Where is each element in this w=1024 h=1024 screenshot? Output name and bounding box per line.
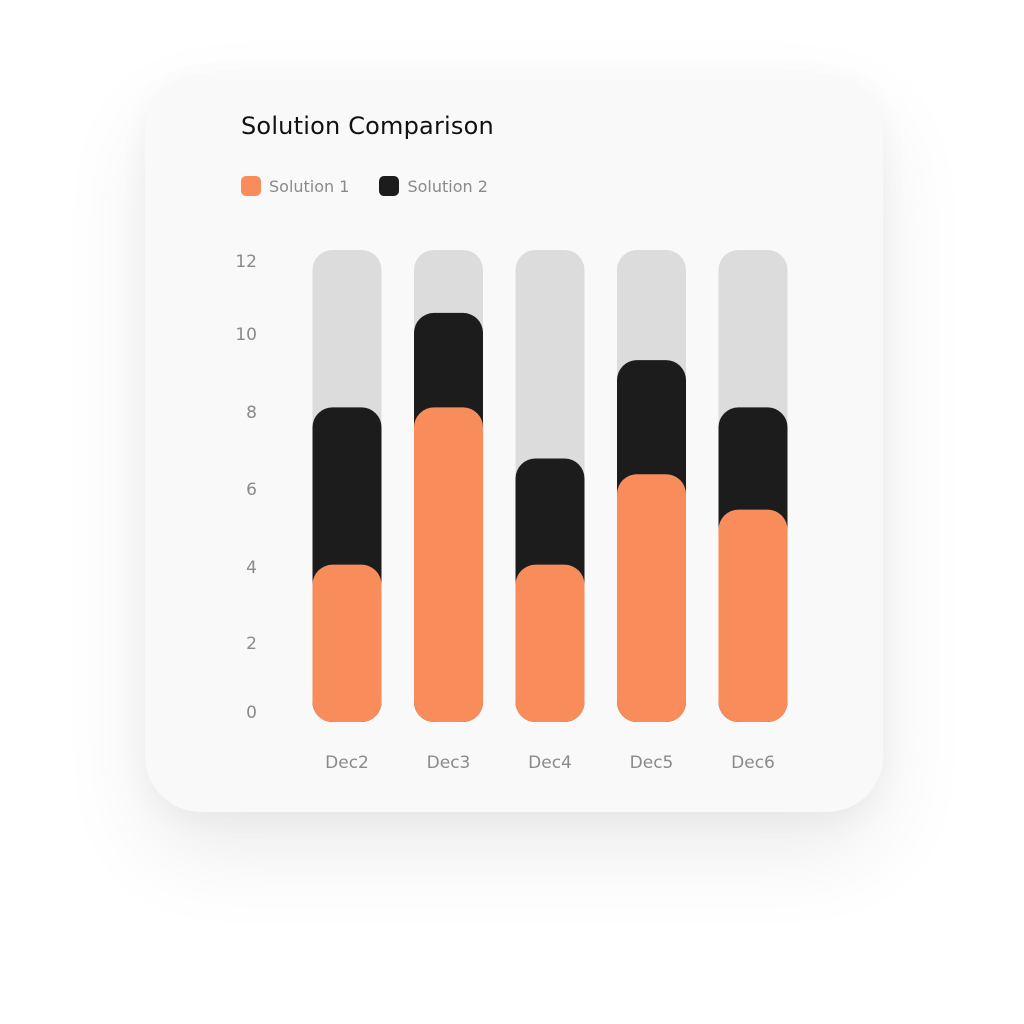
legend-label-solution-1: Solution 1 xyxy=(269,176,350,196)
x-tick-label: Dec6 xyxy=(731,753,775,773)
bar-solution-1 xyxy=(515,564,585,722)
y-tick-label: 0 xyxy=(246,703,257,723)
legend-label-solution-2: Solution 2 xyxy=(407,176,488,196)
legend-item-solution-2: Solution 2 xyxy=(379,176,488,196)
y-tick-label: 12 xyxy=(235,252,257,272)
x-tick-label: Dec5 xyxy=(630,753,674,773)
legend: Solution 1 Solution 2 xyxy=(241,176,488,196)
y-tick-label: 8 xyxy=(246,403,257,423)
x-tick-label: Dec4 xyxy=(528,753,572,773)
chart-card: Solution Comparison Solution 1 Solution … xyxy=(145,74,883,812)
legend-swatch-solution-1 xyxy=(241,176,261,196)
bar-solution-1 xyxy=(718,509,788,722)
x-tick-label: Dec3 xyxy=(427,753,471,773)
legend-item-solution-1: Solution 1 xyxy=(241,176,349,196)
y-tick-label: 2 xyxy=(246,634,257,654)
bar-chart: 0 2 4 6 8 10 12 Dec2 Dec3 Dec4 Dec5 Dec6 xyxy=(235,250,788,773)
y-tick-label: 10 xyxy=(235,325,257,345)
chart-title: Solution Comparison xyxy=(241,112,494,140)
x-tick-label: Dec2 xyxy=(325,753,369,773)
bar-solution-1 xyxy=(414,407,483,722)
legend-swatch-solution-2 xyxy=(379,176,400,196)
bar-solution-1 xyxy=(312,564,382,722)
y-tick-label: 4 xyxy=(246,558,257,578)
y-tick-label: 6 xyxy=(246,480,257,500)
bar-solution-1 xyxy=(617,474,686,722)
